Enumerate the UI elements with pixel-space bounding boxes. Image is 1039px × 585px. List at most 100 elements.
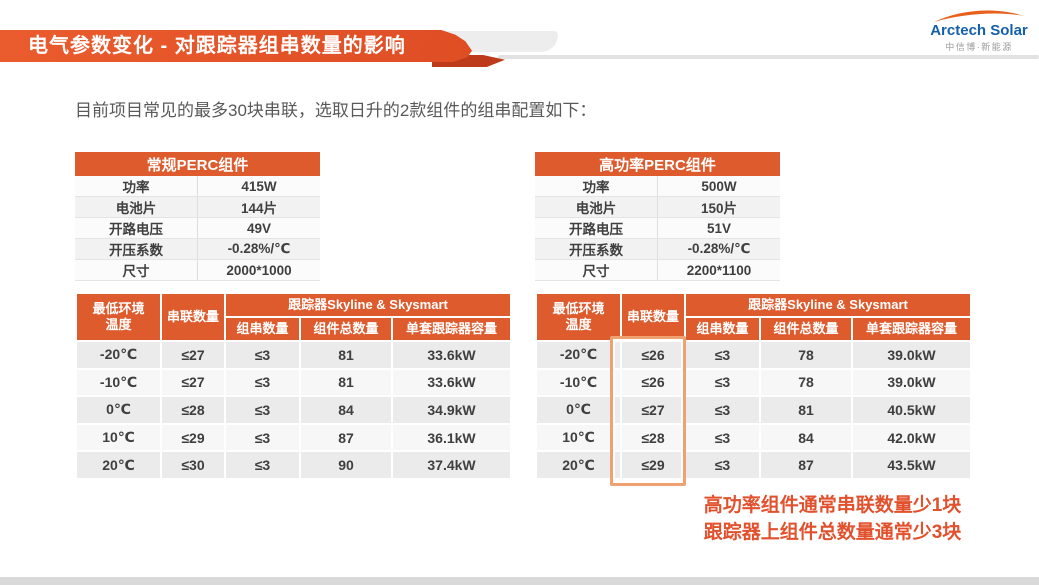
col-header-module-total: 组件总数量	[299, 316, 393, 342]
cell: ≤3	[684, 340, 761, 370]
cell: -10℃	[75, 367, 162, 398]
cell: ≤3	[684, 450, 761, 480]
summary-note-line1: 高功率组件通常串联数量少1块	[703, 495, 962, 516]
cell: 81	[299, 340, 393, 370]
page-title: 电气参数变化 - 对跟踪器组串数量的影响	[28, 35, 406, 57]
spec-label: 开压系数	[75, 238, 198, 260]
cell: 0℃	[535, 395, 622, 425]
cell: 39.0kW	[850, 340, 973, 370]
banner-gray-line	[498, 55, 1039, 59]
cell: 78	[759, 367, 853, 398]
cell: 84	[759, 422, 853, 453]
bottom-divider	[0, 577, 1039, 585]
cell: ≤30	[160, 450, 226, 480]
spec-value: 415W	[197, 176, 320, 197]
cell: 43.5kW	[850, 450, 973, 480]
spec-label: 尺寸	[75, 259, 198, 281]
cell: ≤26	[620, 340, 686, 370]
cell: 34.9kW	[390, 395, 513, 425]
spec-value: 49V	[197, 217, 320, 239]
cell: 84	[299, 395, 393, 425]
col-header-module-total: 组件总数量	[759, 316, 853, 342]
col-header-min-temp: 最低环境温度	[535, 292, 622, 342]
col-header-min-temp: 最低环境温度	[75, 292, 162, 342]
spec-table-standard-perc: 常规PERC组件 功率 415W 电池片 144片 开路电压 49V 开压系数 -0.2…	[75, 152, 320, 281]
cell: ≤3	[224, 340, 301, 370]
intro-text: 目前项目常见的最多30块串联，选取日升的2款组件的组串配置如下：	[75, 101, 597, 120]
cell: ≤3	[224, 422, 301, 453]
spec-value: -0.28%/℃	[657, 238, 780, 260]
cell: 0℃	[75, 395, 162, 425]
spec-table-title: 高功率PERC组件	[535, 152, 780, 176]
cell: 87	[299, 422, 393, 453]
cell: 40.5kW	[850, 395, 973, 425]
cell: ≤3	[224, 450, 301, 480]
logo-arc-icon	[934, 10, 1024, 22]
cell: 90	[299, 450, 393, 480]
spec-table-high-power-perc: 高功率PERC组件 功率 500W 电池片 150片 开路电压 51V 开压系数 -0.…	[535, 152, 780, 281]
cell: ≤28	[620, 422, 686, 453]
table-row: 20℃ ≤30 ≤3 90 37.4kW	[75, 450, 513, 480]
spec-value: 144片	[197, 196, 320, 218]
col-header-tracker-capacity: 单套跟踪器容量	[850, 316, 973, 342]
spec-value: -0.28%/℃	[197, 238, 320, 260]
col-header-tracker-group: 跟踪器Skyline & Skysmart	[223, 292, 513, 318]
col-header-series-count: 串联数量	[620, 292, 686, 342]
table-row: 功率 415W	[75, 176, 320, 197]
cell: 78	[759, 340, 853, 370]
cell: ≤29	[620, 450, 686, 480]
spec-value: 2200*1100	[657, 259, 780, 281]
col-header-string-count: 组串数量	[224, 316, 301, 342]
cell: 81	[759, 395, 853, 425]
table-row: -10℃ ≤27 ≤3 81 33.6kW	[75, 367, 513, 398]
table-row: 尺寸 2000*1000	[75, 259, 320, 281]
spec-label: 功率	[535, 176, 658, 197]
table-row: 尺寸 2200*1100	[535, 259, 780, 281]
company-logo: Arctech Solar 中信博·新能源	[927, 6, 1031, 53]
cell: ≤29	[160, 422, 226, 453]
spec-table-title: 常规PERC组件	[75, 152, 320, 176]
table-row: 10℃ ≤29 ≤3 87 36.1kW	[75, 422, 513, 453]
cell: 20℃	[535, 450, 622, 480]
table-row: -20℃ ≤27 ≤3 81 33.6kW	[75, 340, 513, 370]
cell: ≤28	[160, 395, 226, 425]
col-header-string-count: 组串数量	[684, 316, 761, 342]
logo-text: Arctech Solar	[930, 22, 1028, 39]
cell: 36.1kW	[390, 422, 513, 453]
table-row: 开路电压 49V	[75, 217, 320, 239]
cell: ≤3	[684, 422, 761, 453]
cell: ≤3	[224, 395, 301, 425]
table-row: 电池片 150片	[535, 196, 780, 218]
table-row: 电池片 144片	[75, 196, 320, 218]
cell: 10℃	[535, 422, 622, 453]
spec-label: 电池片	[535, 196, 658, 218]
spec-value: 2000*1000	[197, 259, 320, 281]
cell: 42.0kW	[850, 422, 973, 453]
cell: ≤3	[684, 367, 761, 398]
col-header-series-count: 串联数量	[160, 292, 226, 342]
cell: ≤27	[160, 340, 226, 370]
string-table-standard: 最低环境温度 串联数量 跟踪器Skyline & Skysmart 组串数量 组…	[75, 292, 513, 480]
cell: ≤27	[620, 395, 686, 425]
cell: ≤3	[224, 367, 301, 398]
spec-label: 开路电压	[535, 217, 658, 239]
title-banner: 电气参数变化 - 对跟踪器组串数量的影响	[0, 30, 472, 62]
spec-value: 150片	[657, 196, 780, 218]
summary-note-line2: 跟踪器上组件总数量通常少3块	[703, 522, 962, 543]
table-row: 功率 500W	[535, 176, 780, 197]
table-row: 0℃ ≤27 ≤3 81 40.5kW	[535, 395, 973, 425]
table-row: 10℃ ≤28 ≤3 84 42.0kW	[535, 422, 973, 453]
table-row: 0℃ ≤28 ≤3 84 34.9kW	[75, 395, 513, 425]
spec-label: 开路电压	[75, 217, 198, 239]
spec-label: 开压系数	[535, 238, 658, 260]
cell: -10℃	[535, 367, 622, 398]
cell: 37.4kW	[390, 450, 513, 480]
cell: 33.6kW	[390, 367, 513, 398]
string-table-high-power: 最低环境温度 串联数量 跟踪器Skyline & Skysmart 组串数量 组…	[535, 292, 973, 480]
spec-value: 500W	[657, 176, 780, 197]
spec-label: 尺寸	[535, 259, 658, 281]
table-row: 开压系数 -0.28%/℃	[75, 238, 320, 260]
cell: -20℃	[535, 340, 622, 370]
cell: -20℃	[75, 340, 162, 370]
